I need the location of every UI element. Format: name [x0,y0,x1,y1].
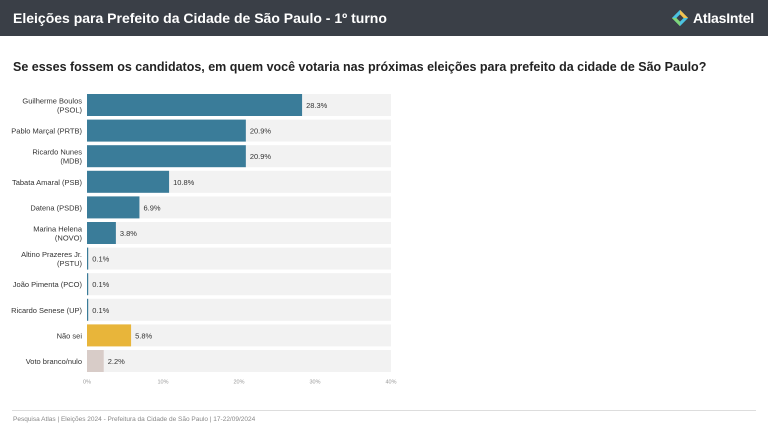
bar-track [87,273,391,296]
category-label: Tabata Amaral (PSB) [12,178,83,187]
bar-track [87,247,391,270]
category-label: Voto branco/nulo [26,357,82,366]
category-label: Datena (PSDB) [30,203,82,212]
bar [87,247,89,270]
value-label: 20.9% [250,152,272,161]
value-label: 5.8% [135,331,152,340]
bar-track [87,298,391,321]
bar-track [87,324,391,347]
category-label: Não sei [57,331,83,340]
x-tick-label: 0% [83,380,91,386]
value-label: 20.9% [250,127,272,136]
value-label: 0.1% [92,255,109,264]
brand-name: AtlasIntel [692,10,754,26]
value-label: 0.1% [92,280,109,289]
bar [87,222,116,244]
x-tick-label: 40% [385,380,396,386]
bar [87,273,89,296]
bar [87,94,303,116]
category-label: Ricardo Senese (UP) [11,306,82,315]
atlas-logo-icon [671,9,689,27]
bar [87,196,140,219]
page-title: Eleições para Prefeito da Cidade de São … [13,10,387,26]
bar [87,350,104,372]
category-label: Marina Helena (NOVO) [33,225,83,243]
bar [87,298,89,321]
category-label: João Pimenta (PCO) [13,280,83,289]
bar-track [87,350,391,372]
bar-track [87,222,391,244]
x-tick-label: 10% [157,380,168,386]
value-label: 28.3% [306,101,328,110]
chart-title: Se esses fossem os candidatos, em quem v… [13,60,707,74]
bar [87,170,170,193]
category-label: Pablo Marçal (PRTB) [11,127,82,136]
category-label: Ricardo Nunes (MDB) [32,148,82,166]
value-label: 10.8% [173,178,195,187]
value-label: 6.9% [143,203,160,212]
x-tick-label: 30% [309,380,320,386]
bar [87,324,132,347]
value-label: 3.8% [120,229,137,238]
footer-source: Pesquisa Atlas | Eleições 2024 - Prefeit… [13,416,256,423]
bar-chart: 28.3% Guilherme Boulos (PSOL) 20.9% Pablo Ma… [11,94,397,386]
value-label: 2.2% [108,357,125,366]
bar [87,119,246,142]
value-label: 0.1% [92,306,109,315]
category-label: Guilherme Boulos (PSOL) [22,97,82,115]
bar [87,145,246,168]
header-bar: Eleições para Prefeito da Cidade de São … [0,0,768,36]
x-tick-label: 20% [233,380,244,386]
brand-logo: AtlasIntel [671,8,754,28]
footer-divider [12,410,756,411]
category-label: Altino Prazeres Jr. (PSTU) [21,250,82,268]
bar-track [87,196,391,219]
